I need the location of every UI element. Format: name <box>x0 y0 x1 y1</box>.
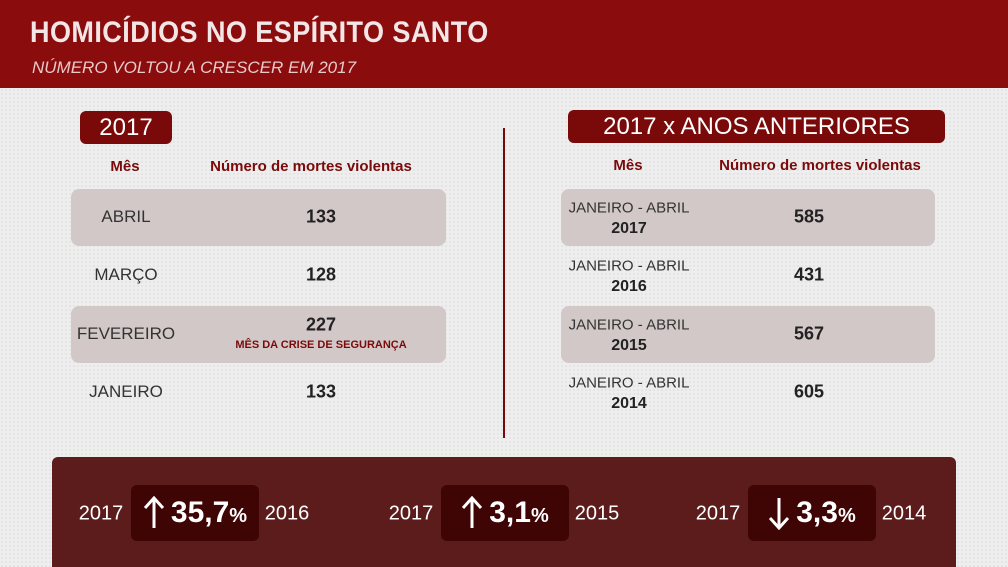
change-unit: % <box>530 505 549 527</box>
change-text: 35,7% <box>171 496 247 530</box>
column-header: Número de mortes violentas <box>210 158 412 175</box>
change-text: 3,3% <box>796 496 856 530</box>
year-to: 2015 <box>574 502 620 525</box>
row-highlight <box>561 306 935 363</box>
left-badge: 2017 <box>80 111 172 144</box>
change-value: 3,1 <box>489 496 531 529</box>
column-header: Mês <box>613 157 643 174</box>
value: 227 <box>305 314 337 335</box>
note: MÊS DA CRISE DE SEGURANÇA <box>235 339 407 351</box>
change-text: 3,1% <box>489 496 549 530</box>
period: JANEIRO - ABRIL <box>568 257 690 275</box>
year: 2014 <box>611 395 647 412</box>
row-highlight <box>71 306 446 363</box>
value: 431 <box>793 264 825 285</box>
year: 2016 <box>611 278 647 295</box>
row-highlight <box>561 189 935 246</box>
month: ABRIL <box>101 207 151 226</box>
year-to: 2014 <box>881 502 927 525</box>
column-header: Número de mortes violentas <box>719 157 921 174</box>
period: JANEIRO - ABRIL <box>568 199 690 217</box>
arrow-down <box>769 498 790 530</box>
year-to: 2016 <box>264 502 310 525</box>
subtitle: NÚMERO VOLTOU A CRESCER EM 2017 <box>32 58 357 77</box>
value: 567 <box>793 323 825 344</box>
month: JANEIRO <box>89 382 163 401</box>
title: HOMICÍDIOS NO ESPÍRITO SANTO <box>30 16 489 49</box>
month: MARÇO <box>94 265 158 284</box>
year-from: 2017 <box>78 502 124 525</box>
year-from: 2017 <box>388 502 434 525</box>
change-value: 3,3 <box>796 496 838 529</box>
header-band <box>0 0 1008 88</box>
period: JANEIRO - ABRIL <box>568 316 690 334</box>
arrow-up <box>143 496 165 528</box>
row-highlight <box>71 189 446 246</box>
divider <box>503 128 505 438</box>
month: FEVEREIRO <box>76 324 176 343</box>
value: 128 <box>305 264 337 285</box>
change-value: 35,7 <box>170 496 230 529</box>
year: 2015 <box>611 337 647 354</box>
change-box: 3,1% <box>441 485 569 541</box>
column-header: Mês <box>110 158 140 175</box>
change-box: 35,7% <box>131 485 259 541</box>
right-badge: 2017 x ANOS ANTERIORES <box>568 110 945 143</box>
change-unit: % <box>229 505 248 527</box>
change-box: 3,3% <box>748 485 876 541</box>
value: 605 <box>793 381 825 402</box>
year: 2017 <box>611 220 647 237</box>
period: JANEIRO - ABRIL <box>568 374 690 392</box>
arrow-up <box>462 496 483 528</box>
value: 133 <box>305 381 337 402</box>
change-unit: % <box>837 505 856 527</box>
year-from: 2017 <box>695 502 741 525</box>
value: 585 <box>793 206 825 227</box>
value: 133 <box>305 206 337 227</box>
